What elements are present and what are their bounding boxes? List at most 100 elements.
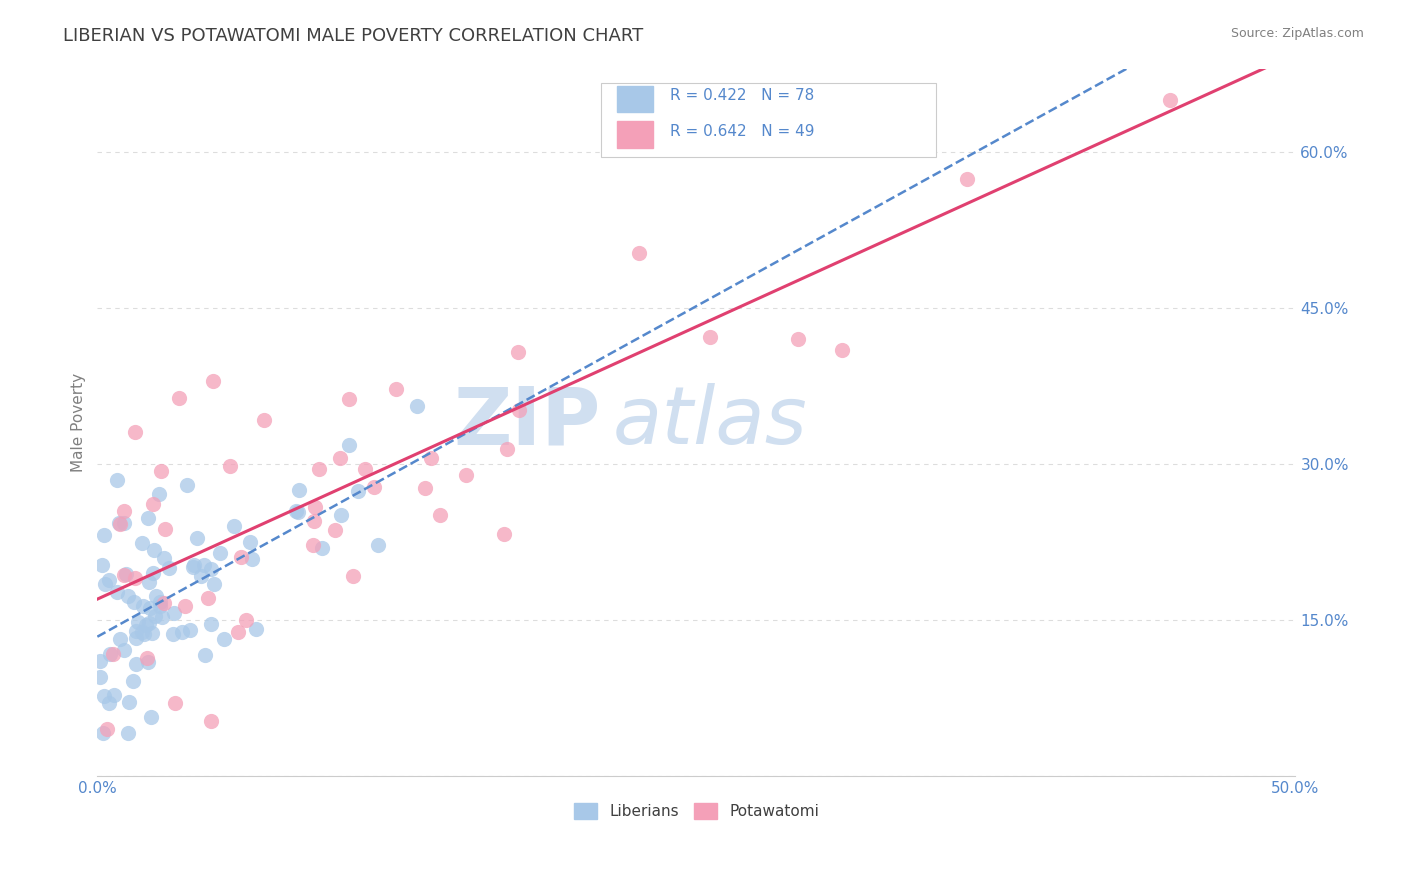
Point	[138, 575, 160, 590]
Point	[125, 624, 148, 639]
Point	[183, 558, 205, 572]
Point	[96, 723, 118, 737]
Point	[136, 651, 159, 665]
Point	[285, 504, 308, 518]
Point	[131, 624, 153, 639]
Point	[124, 425, 146, 440]
Point	[93, 690, 115, 704]
Point	[89, 670, 111, 684]
Point	[89, 654, 111, 668]
Point	[302, 538, 325, 552]
Point	[201, 374, 224, 388]
Point	[323, 523, 346, 537]
Point	[429, 508, 451, 523]
Point	[787, 332, 810, 346]
Point	[132, 626, 155, 640]
Point	[117, 589, 139, 603]
Point	[176, 477, 198, 491]
Point	[197, 591, 219, 606]
Point	[149, 464, 172, 478]
Point	[138, 615, 160, 630]
Point	[420, 451, 443, 466]
Point	[98, 573, 121, 587]
Point	[112, 516, 135, 531]
Point	[456, 467, 478, 482]
Point	[94, 576, 117, 591]
Point	[194, 648, 217, 662]
Point	[124, 571, 146, 585]
Point	[91, 725, 114, 739]
Legend: Liberians, Potawatomi: Liberians, Potawatomi	[568, 797, 825, 825]
Point	[367, 538, 389, 552]
Point	[153, 551, 176, 566]
Point	[139, 601, 162, 615]
Point	[200, 617, 222, 632]
Point	[163, 607, 186, 621]
Point	[136, 511, 159, 525]
Point	[253, 413, 276, 427]
Point	[141, 626, 163, 640]
Point	[114, 643, 136, 657]
Point	[153, 522, 176, 536]
Point	[93, 528, 115, 542]
Point	[200, 562, 222, 576]
Point	[384, 382, 406, 396]
Point	[148, 487, 170, 501]
Point	[831, 343, 853, 357]
Point	[288, 483, 311, 498]
Point	[110, 517, 132, 532]
Point	[202, 577, 225, 591]
Point	[142, 543, 165, 558]
Point	[688, 122, 710, 136]
Point	[145, 608, 167, 623]
Text: R = 0.422   N = 78: R = 0.422 N = 78	[671, 88, 814, 103]
Point	[311, 541, 333, 555]
Point	[186, 531, 208, 545]
Point	[699, 330, 721, 344]
Point	[329, 508, 352, 523]
Point	[132, 599, 155, 613]
Text: R = 0.642   N = 49: R = 0.642 N = 49	[671, 124, 814, 138]
Point	[108, 516, 131, 531]
Point	[98, 647, 121, 661]
Point	[121, 673, 143, 688]
Point	[337, 392, 360, 406]
Text: Source: ZipAtlas.com: Source: ZipAtlas.com	[1230, 27, 1364, 40]
Point	[342, 569, 364, 583]
Point	[329, 450, 352, 465]
Point	[98, 696, 121, 710]
Point	[413, 481, 436, 495]
Point	[218, 458, 240, 473]
Point	[115, 567, 138, 582]
Point	[508, 403, 530, 417]
Text: ZIP: ZIP	[453, 384, 600, 461]
Point	[240, 551, 263, 566]
Point	[162, 626, 184, 640]
Point	[118, 695, 141, 709]
Point	[508, 345, 530, 359]
Point	[135, 618, 157, 632]
Point	[209, 546, 232, 560]
Point	[494, 526, 516, 541]
Point	[956, 172, 979, 186]
Point	[107, 585, 129, 599]
Point	[170, 624, 193, 639]
Point	[131, 536, 153, 550]
Point	[142, 497, 165, 511]
Point	[627, 245, 650, 260]
Point	[90, 558, 112, 572]
Point	[114, 504, 136, 518]
Point	[103, 688, 125, 702]
Point	[228, 624, 250, 639]
Point	[148, 595, 170, 609]
Point	[1159, 93, 1181, 107]
Point	[347, 484, 370, 499]
Point	[304, 500, 326, 514]
Text: LIBERIAN VS POTAWATOMI MALE POVERTY CORRELATION CHART: LIBERIAN VS POTAWATOMI MALE POVERTY CORR…	[63, 27, 644, 45]
Point	[117, 726, 139, 740]
Point	[181, 560, 204, 574]
Point	[149, 599, 172, 613]
Point	[145, 589, 167, 603]
Point	[229, 549, 252, 564]
Point	[239, 534, 262, 549]
